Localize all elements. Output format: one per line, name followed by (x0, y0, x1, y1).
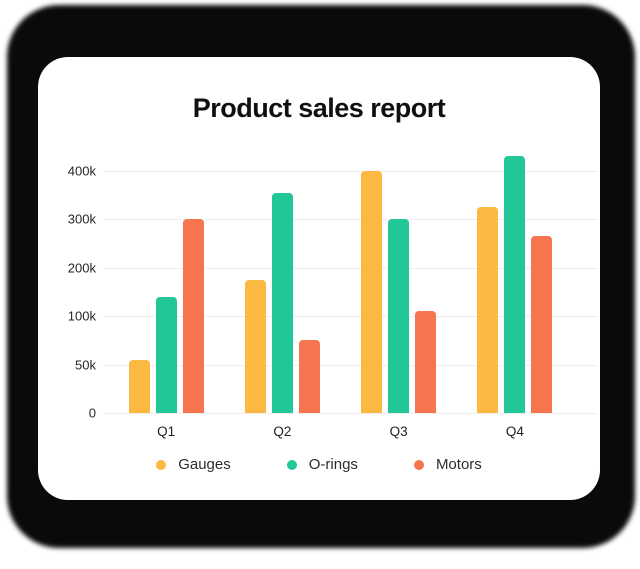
y-tick-label: 200k (67, 260, 96, 276)
legend: Gauges O-rings Motors (38, 456, 600, 473)
legend-swatch-icon (156, 459, 167, 470)
legend-item-gauges: Gauges (156, 456, 231, 473)
y-tick-label: 400k (67, 163, 96, 179)
x-tick-label-q2: Q2 (273, 424, 292, 439)
legend-label: O-rings (308, 456, 358, 473)
x-tick-label-q4: Q4 (505, 424, 524, 439)
x-tick-label-q1: Q1 (157, 424, 176, 439)
bar-groups (108, 153, 573, 413)
legend-item-motors: Motors (413, 456, 482, 473)
x-axis-labels: Q1 Q2 Q3 Q4 (108, 424, 573, 439)
legend-swatch-icon (413, 459, 424, 470)
grid-line (103, 364, 597, 366)
y-tick-label: 300k (67, 211, 96, 227)
y-tick-label: 0 (88, 405, 96, 421)
bar-o-rings-q4 (504, 156, 526, 413)
bar-group-q4 (457, 153, 573, 413)
bar-group-q2 (224, 153, 340, 413)
bar-o-rings-q3 (388, 219, 410, 413)
bar-group-q3 (341, 153, 457, 413)
legend-item-o-rings: O-rings (286, 456, 358, 473)
x-tick-label-q3: Q3 (389, 424, 408, 439)
y-tick-label: 100k (67, 308, 96, 324)
bar-motors-q2 (298, 340, 320, 413)
bar-motors-q3 (415, 311, 437, 413)
grid-line (103, 267, 597, 269)
bar-group-q1 (108, 153, 224, 413)
grid-line (103, 316, 597, 318)
report-card: Product sales report 0 50k 100k 200k 300k 400… (38, 57, 600, 500)
y-tick-label: 50k (75, 357, 96, 373)
chart-title: Product sales report (192, 93, 446, 123)
grid-line (103, 219, 597, 221)
bar-motors-q1 (182, 219, 204, 413)
bar-motors-q4 (531, 236, 553, 413)
bar-o-rings-q2 (271, 193, 293, 413)
legend-swatch-icon (286, 459, 297, 470)
bar-gauges-q4 (477, 207, 499, 413)
legend-label: Motors (435, 456, 482, 473)
bar-o-rings-q1 (155, 297, 177, 413)
bar-gauges-q3 (361, 171, 383, 413)
bar-gauges-q2 (244, 280, 266, 413)
grid-line (103, 413, 597, 414)
grid-line (103, 171, 597, 172)
bar-gauges-q1 (128, 360, 150, 413)
legend-label: Gauges (178, 456, 231, 473)
